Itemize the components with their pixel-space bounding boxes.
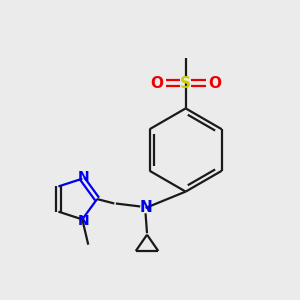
Text: S: S (180, 76, 191, 91)
Text: O: O (208, 76, 221, 91)
Text: O: O (150, 76, 163, 91)
Text: N: N (78, 170, 90, 184)
Text: N: N (139, 200, 152, 215)
Text: N: N (78, 214, 90, 228)
